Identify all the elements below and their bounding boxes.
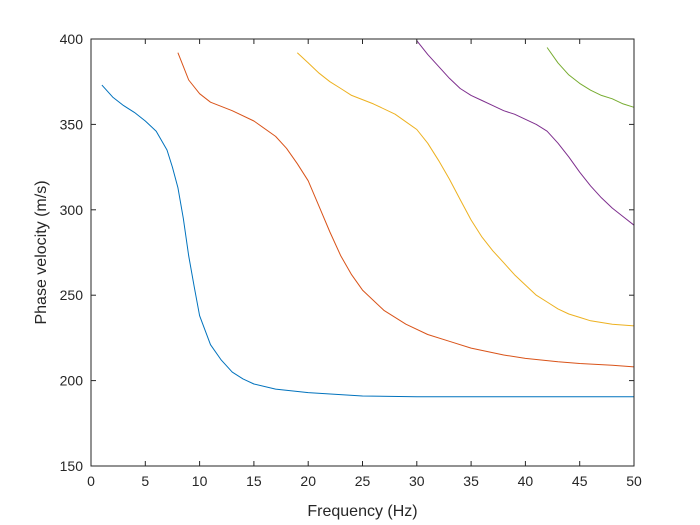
x-tick-label: 45 xyxy=(572,473,588,489)
plot-area xyxy=(91,39,634,466)
y-tick-label: 350 xyxy=(60,116,84,132)
y-tick-label: 150 xyxy=(60,458,84,474)
x-axis-label: Frequency (Hz) xyxy=(307,503,417,520)
series-line-4 xyxy=(416,40,635,226)
tick-layer: 0 5 10 15 20 25 30 35 40 45 50 150 200 250 300 350 400 xyxy=(60,31,642,489)
y-tick-label: 250 xyxy=(60,287,84,303)
series-layer xyxy=(101,40,635,398)
x-tick-label: 20 xyxy=(300,473,316,489)
y-tick-label: 200 xyxy=(60,373,84,389)
series-line-1 xyxy=(101,84,634,398)
x-tick-label: 0 xyxy=(87,473,95,489)
y-tick-label: 300 xyxy=(60,202,84,218)
y-tick-label: 400 xyxy=(60,31,84,47)
x-tick-label: 30 xyxy=(409,473,425,489)
x-tick-label: 40 xyxy=(518,473,534,489)
series-line-2 xyxy=(177,52,635,368)
x-tick-label: 5 xyxy=(141,473,149,489)
series-line-3 xyxy=(296,52,635,327)
x-tick-label: 10 xyxy=(192,473,208,489)
series-line-5 xyxy=(546,47,635,108)
x-tick-label: 15 xyxy=(246,473,262,489)
x-tick-label: 50 xyxy=(626,473,642,489)
y-axis-label: Phase velocity (m/s) xyxy=(33,180,50,324)
x-tick-label: 25 xyxy=(355,473,371,489)
x-tick-label: 35 xyxy=(463,473,479,489)
